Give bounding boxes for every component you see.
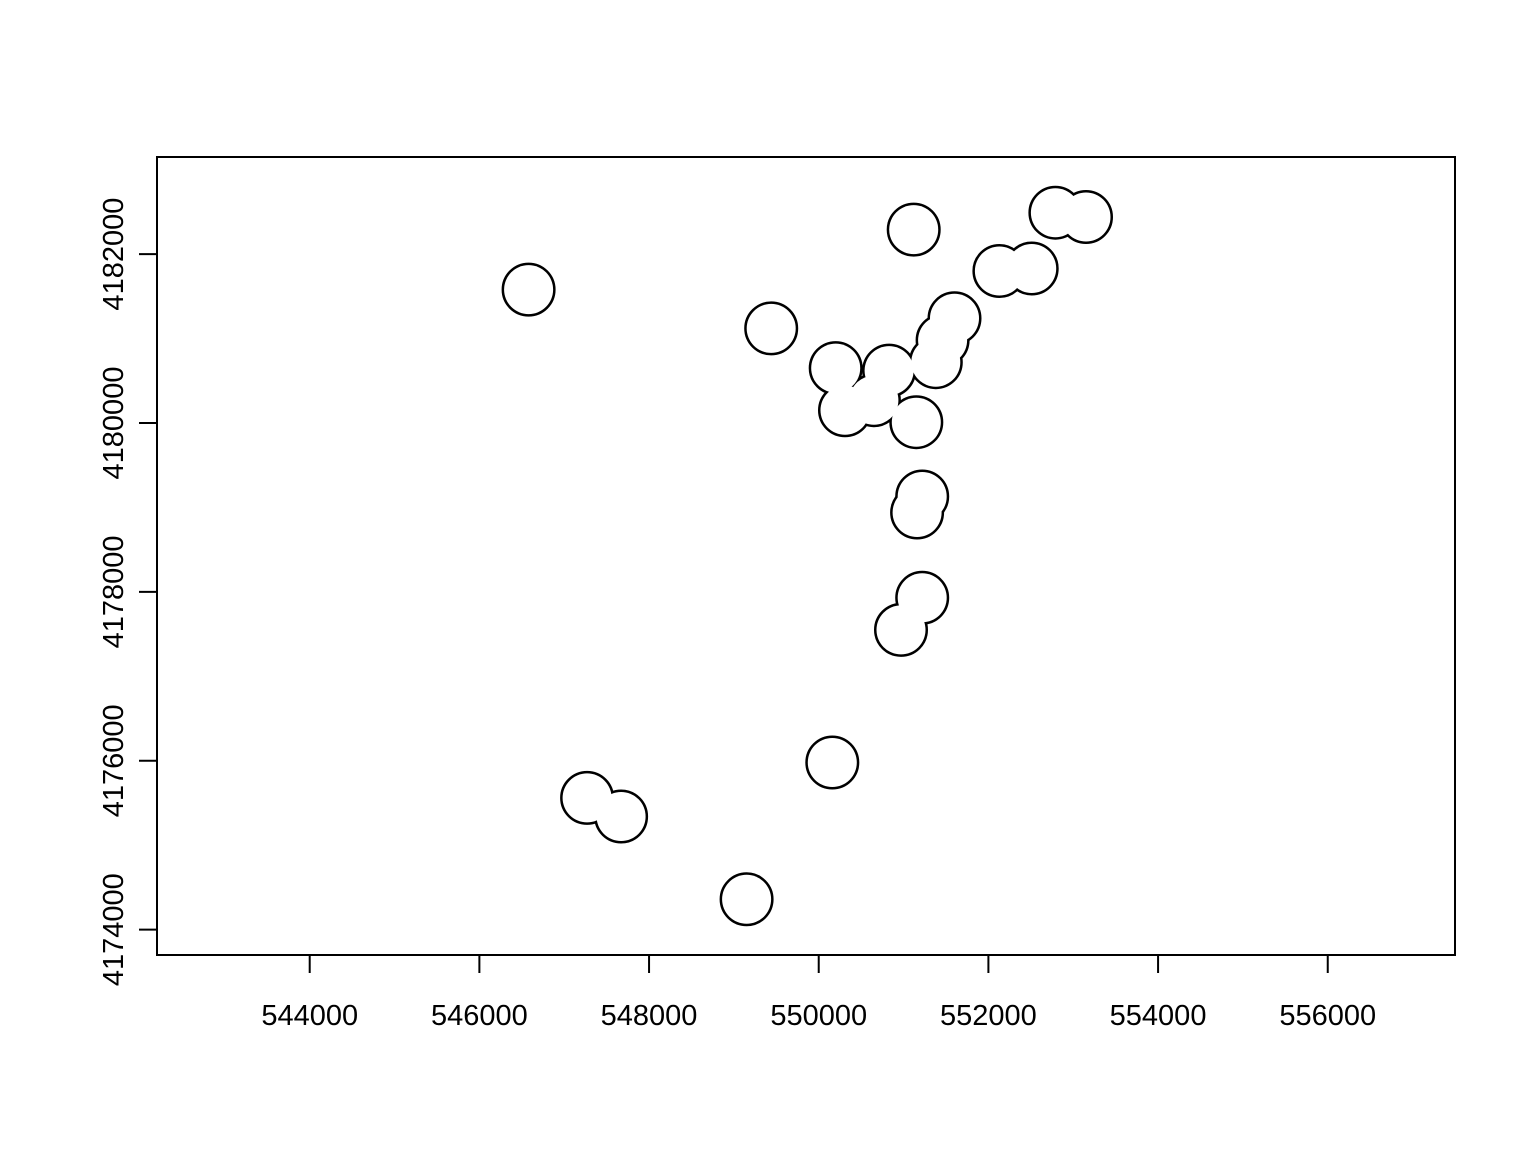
buffer-circle-outline-19	[805, 735, 860, 790]
buffer-circle-1	[746, 303, 796, 353]
y-tick-label-1: 4176000	[98, 704, 130, 817]
buffer-circle-outline-22	[719, 872, 774, 927]
y-tick-label-4: 4182000	[98, 198, 130, 311]
x-tick-label-4: 552000	[940, 1000, 1037, 1032]
buffer-circle-outline-7	[889, 395, 944, 450]
y-tick-label-3: 4180000	[98, 367, 130, 480]
x-axis: 544000 546000 548000 550000 552000 554000 5560…	[261, 954, 1376, 1032]
y-tick-label-2: 4178000	[98, 535, 130, 648]
buffer-circle-10	[930, 293, 979, 343]
buffer-circle-2	[889, 205, 939, 255]
x-tick-label-6: 556000	[1279, 1000, 1376, 1032]
buffer-circle-outline-1	[744, 301, 799, 356]
y-axis: 4174000 4176000 4178000 4180000 4182000	[98, 198, 158, 986]
buffer-circle-3	[811, 343, 861, 393]
buffer-circle-18	[876, 605, 926, 655]
plot-frame	[156, 156, 1456, 956]
x-tick-label-3: 550000	[770, 1000, 867, 1032]
buffer-circle-outline-0	[501, 262, 556, 317]
buffer-circle-16	[892, 488, 942, 537]
buffer-circle-6	[864, 346, 914, 396]
buffer-circle-21	[596, 792, 646, 841]
y-tick-label-0: 4174000	[98, 873, 130, 986]
buffer-circle-22	[722, 874, 772, 924]
x-tick-label-2: 548000	[601, 1000, 698, 1032]
buffer-circle-0	[504, 265, 554, 315]
buffer-circles-fill	[504, 188, 1111, 924]
buffer-circle-7	[891, 397, 941, 447]
x-tick-label-0: 544000	[261, 1000, 358, 1032]
x-tick-label-5: 554000	[1110, 1000, 1207, 1032]
buffer-circle-19	[807, 738, 857, 787]
buffer-circle-12	[1007, 244, 1057, 293]
buffer-circle-14	[1061, 192, 1111, 242]
buffer-circle-outline-2	[886, 202, 941, 257]
x-tick-label-1: 546000	[431, 1000, 528, 1032]
